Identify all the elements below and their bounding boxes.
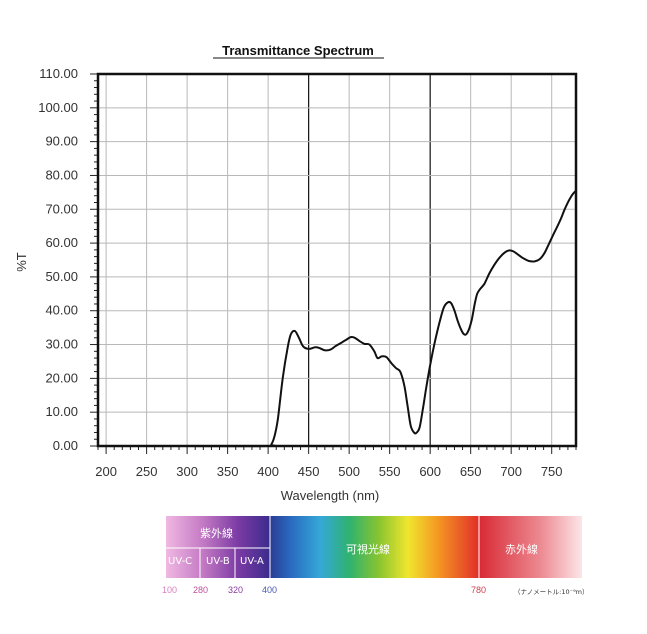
uv-a-label: UV-A — [240, 556, 264, 567]
x-tick-label: 600 — [419, 464, 441, 479]
y-tick-label: 0.00 — [53, 438, 78, 453]
wavelength-100: 100 — [162, 585, 178, 595]
wavelength-320: 320 — [228, 585, 244, 595]
wavelength-400: 400 — [262, 585, 278, 595]
visible-band — [270, 516, 479, 578]
uv-label: 紫外線 — [200, 527, 233, 540]
x-tick-label: 400 — [257, 464, 279, 479]
x-tick-label: 700 — [500, 464, 522, 479]
y-tick-label: 110.00 — [39, 66, 78, 81]
y-tick-label: 30.00 — [45, 337, 78, 352]
y-tick-labels: 0.00 10.00 20.00 30.00 40.00 50.00 60.00 70.00 8… — [38, 66, 78, 453]
minor-ticks — [90, 73, 577, 454]
y-tick-label: 60.00 — [45, 235, 78, 250]
transmittance-chart: Transmittance Spectrum 0.00 10.00 20.00 30.… — [14, 43, 578, 503]
ir-label: 赤外線 — [505, 543, 538, 556]
wavelength-280: 280 — [193, 585, 209, 595]
x-tick-label: 500 — [338, 464, 360, 479]
wavelength-780: 780 — [471, 585, 487, 595]
y-axis-label: %T — [14, 252, 29, 272]
y-tick-label: 80.00 — [45, 167, 78, 182]
visible-label: 可視光線 — [346, 543, 390, 556]
y-tick-label: 10.00 — [45, 404, 78, 419]
grid — [98, 73, 576, 447]
x-tick-label: 650 — [460, 464, 482, 479]
transmittance-line — [97, 189, 577, 448]
y-tick-label: 70.00 — [45, 201, 78, 216]
spectrum-bar — [166, 516, 582, 578]
x-tick-label: 450 — [298, 464, 320, 479]
x-tick-label: 200 — [95, 464, 117, 479]
x-tick-label: 250 — [136, 464, 158, 479]
y-tick-label: 40.00 — [45, 303, 78, 318]
unit-note: （ナノメートル:10⁻⁹m） — [514, 588, 589, 596]
x-tick-label: 350 — [217, 464, 239, 479]
y-tick-label: 50.00 — [45, 269, 78, 284]
chart-title: Transmittance Spectrum — [222, 43, 374, 58]
y-tick-label: 100.00 — [38, 100, 78, 115]
x-tick-label: 300 — [176, 464, 198, 479]
y-tick-label: 90.00 — [45, 134, 78, 149]
x-tick-labels: 200 250 300 350 400 450 500 550 600 650 700 750 — [95, 464, 562, 479]
ir-band — [479, 516, 582, 578]
uv-b-label: UV-B — [206, 556, 230, 567]
x-axis-label: Wavelength (nm) — [281, 488, 380, 503]
uv-band — [166, 516, 270, 578]
x-tick-label: 550 — [379, 464, 401, 479]
y-tick-label: 20.00 — [45, 370, 78, 385]
uv-c-label: UV-C — [168, 556, 193, 567]
plot-frame — [96, 72, 578, 448]
x-tick-label: 750 — [541, 464, 563, 479]
